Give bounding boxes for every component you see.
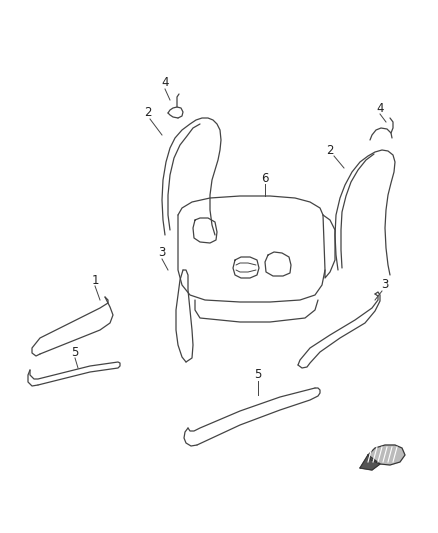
Text: 5: 5 <box>254 368 261 382</box>
Text: 3: 3 <box>158 246 166 260</box>
Text: 4: 4 <box>161 77 169 90</box>
Text: 2: 2 <box>326 143 334 157</box>
Polygon shape <box>360 455 380 470</box>
Text: 1: 1 <box>91 273 99 287</box>
Text: 2: 2 <box>144 107 152 119</box>
Text: 3: 3 <box>381 279 389 292</box>
Text: 5: 5 <box>71 345 79 359</box>
Polygon shape <box>368 445 405 465</box>
Text: 4: 4 <box>376 101 384 115</box>
Text: 6: 6 <box>261 172 269 184</box>
